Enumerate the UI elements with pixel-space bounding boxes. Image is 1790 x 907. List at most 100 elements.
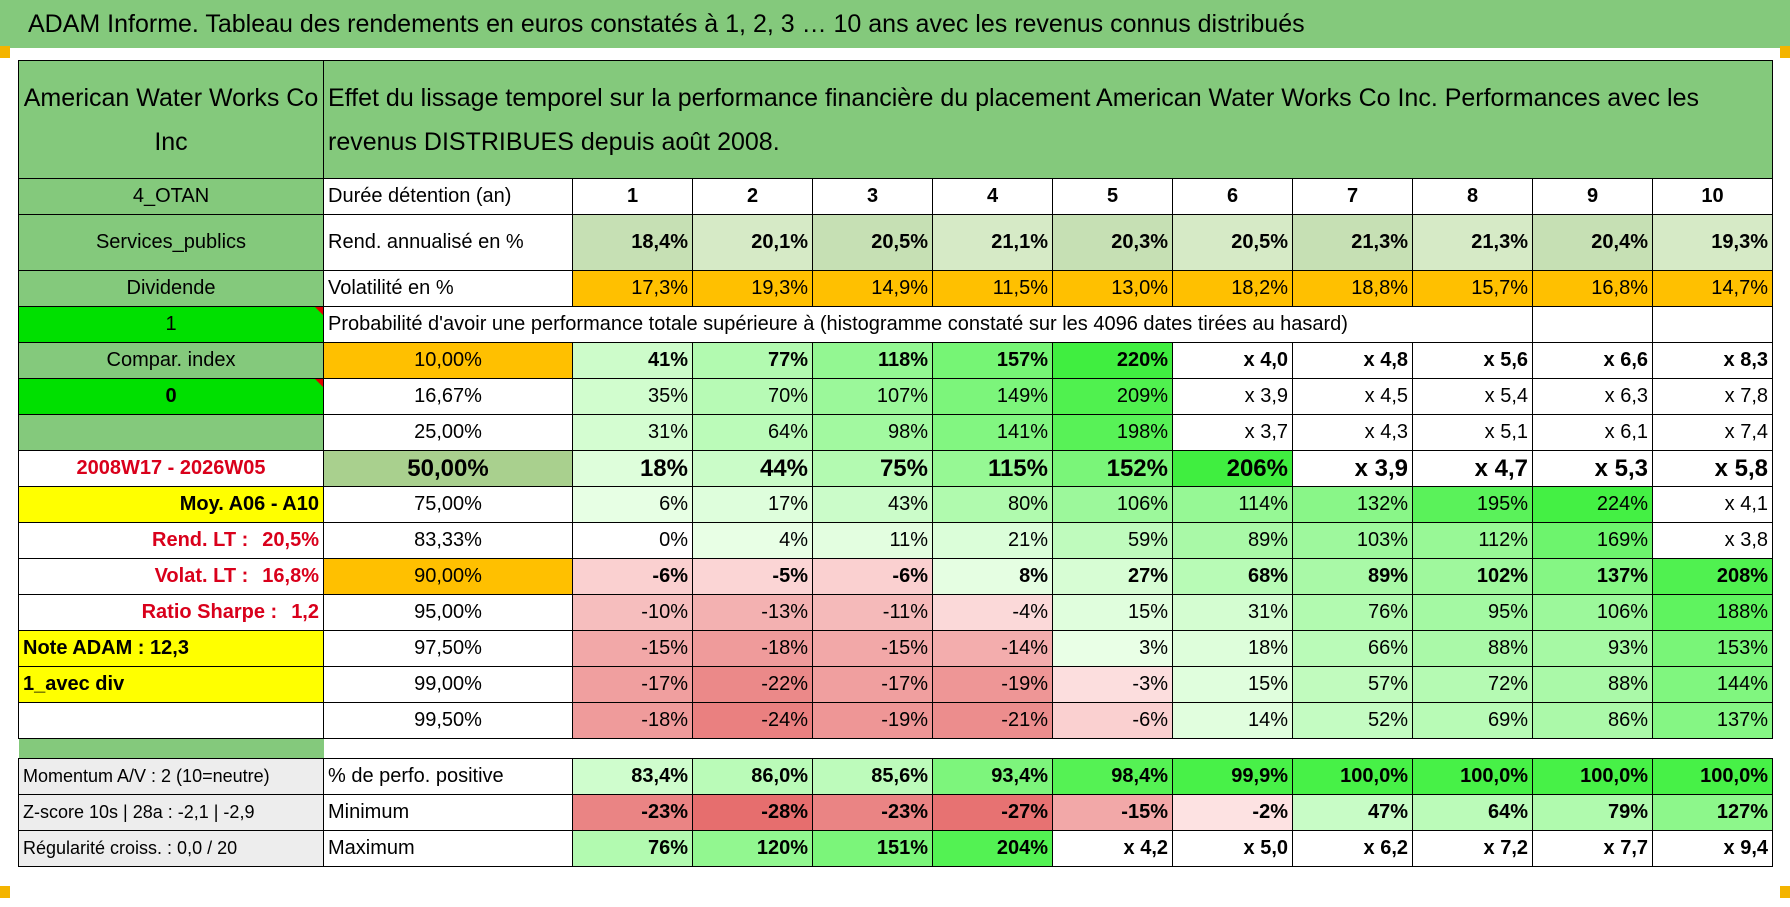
probability-cell: 72% [1412, 666, 1533, 703]
empty-cell [1652, 306, 1773, 343]
probability-cell: 75% [812, 450, 933, 487]
probability-threshold: 97,50% [323, 630, 573, 667]
returns-table: American Water Works Co Inc Effet du lis… [18, 60, 1773, 867]
separator-cell [323, 738, 1773, 759]
probability-cell: -15% [812, 630, 933, 667]
probability-cell: -11% [812, 594, 933, 631]
probability-cell: -18% [692, 630, 813, 667]
probability-cell: x 6,1 [1532, 414, 1653, 451]
year-header: 4 [932, 178, 1053, 215]
momentum-label: Momentum A/V : 2 (10=neutre) [18, 758, 324, 795]
probability-cell: 112% [1412, 522, 1533, 559]
probability-cell: 195% [1412, 486, 1533, 523]
probability-cell: -6% [1052, 702, 1173, 739]
rend-cell: 21,3% [1412, 214, 1533, 271]
probability-cell: 76% [1292, 594, 1413, 631]
probability-cell: 98% [812, 414, 933, 451]
probability-cell: 118% [812, 342, 933, 379]
probability-cell: -19% [932, 666, 1053, 703]
year-header: 7 [1292, 178, 1413, 215]
probability-cell: -13% [692, 594, 813, 631]
probability-cell: 137% [1652, 702, 1773, 739]
rend-cell: 20,3% [1052, 214, 1173, 271]
stat-label: % de perfo. positive [323, 758, 573, 795]
stat-cell: -27% [932, 794, 1053, 831]
selector-zero[interactable]: 0 [18, 378, 324, 415]
year-header: 3 [812, 178, 933, 215]
stat-label: Maximum [323, 830, 573, 867]
probability-cell: 132% [1292, 486, 1413, 523]
rend-cell: 20,4% [1532, 214, 1653, 271]
empty-label [18, 414, 324, 451]
probability-cell: 141% [932, 414, 1053, 451]
probability-cell: x 5,4 [1412, 378, 1533, 415]
vol-cell: 18,2% [1172, 270, 1293, 307]
probability-cell: 102% [1412, 558, 1533, 595]
stat-cell: 127% [1652, 794, 1773, 831]
probability-cell: x 7,4 [1652, 414, 1773, 451]
probability-cell: 77% [692, 342, 813, 379]
probability-cell: -6% [572, 558, 693, 595]
stat-cell: 100,0% [1292, 758, 1413, 795]
probability-cell: 35% [572, 378, 693, 415]
empty-cell [1532, 306, 1653, 343]
probability-cell: 224% [1532, 486, 1653, 523]
probability-cell: 6% [572, 486, 693, 523]
year-header: 6 [1172, 178, 1293, 215]
corner-marker [0, 46, 10, 58]
stat-cell: 120% [692, 830, 813, 867]
probability-cell: x 5,3 [1532, 450, 1653, 487]
probability-cell: 70% [692, 378, 813, 415]
probability-cell: 59% [1052, 522, 1173, 559]
probability-cell: 95% [1412, 594, 1533, 631]
volat-lt-value: 16,8% [262, 565, 319, 587]
probability-cell: -4% [932, 594, 1053, 631]
otan-label: 4_OTAN [18, 178, 324, 215]
vol-cell: 19,3% [692, 270, 813, 307]
probability-cell: 52% [1292, 702, 1413, 739]
probability-threshold: 50,00% [323, 450, 573, 487]
probability-cell: 144% [1652, 666, 1773, 703]
probability-cell: x 3,9 [1172, 378, 1293, 415]
rend-lt: Rend. LT : 20,5% [18, 522, 324, 559]
probability-cell: 198% [1052, 414, 1173, 451]
probability-threshold: 95,00% [323, 594, 573, 631]
probability-cell: x 4,3 [1292, 414, 1413, 451]
stat-cell: 204% [932, 830, 1053, 867]
vol-cell: 14,9% [812, 270, 933, 307]
probability-threshold: 25,00% [323, 414, 573, 451]
stat-cell: x 7,2 [1412, 830, 1533, 867]
probability-cell: x 3,8 [1652, 522, 1773, 559]
probability-cell: -15% [572, 630, 693, 667]
sharpe-ratio-label: Ratio Sharpe : [141, 601, 278, 623]
probability-threshold: 90,00% [323, 558, 573, 595]
probability-cell: 206% [1172, 450, 1293, 487]
vol-cell: 14,7% [1652, 270, 1773, 307]
rend-lt-value: 20,5% [262, 529, 319, 551]
stat-cell: 64% [1412, 794, 1533, 831]
year-header: 5 [1052, 178, 1173, 215]
rend-cell: 20,5% [812, 214, 933, 271]
vol-cell: 18,8% [1292, 270, 1413, 307]
rend-cell: 20,1% [692, 214, 813, 271]
probability-cell: 209% [1052, 378, 1173, 415]
probability-cell: x 7,8 [1652, 378, 1773, 415]
stat-cell: 99,9% [1172, 758, 1293, 795]
probability-cell: 57% [1292, 666, 1413, 703]
probability-cell: -22% [692, 666, 813, 703]
selector-one[interactable]: 1 [18, 306, 324, 343]
year-header: 10 [1652, 178, 1773, 215]
sharpe-ratio: Ratio Sharpe : 1,2 [18, 594, 324, 631]
probability-cell: 157% [932, 342, 1053, 379]
probability-cell: x 4,7 [1412, 450, 1533, 487]
probability-cell: -10% [572, 594, 693, 631]
rend-cell: 18,4% [572, 214, 693, 271]
volat-lt-label: Volat. LT : [154, 565, 249, 587]
stat-cell: 100,0% [1652, 758, 1773, 795]
vol-cell: 17,3% [572, 270, 693, 307]
probability-cell: x 4,5 [1292, 378, 1413, 415]
vol-label: Volatilité en % [323, 270, 573, 307]
probability-cell: 89% [1172, 522, 1293, 559]
probability-cell: 4% [692, 522, 813, 559]
vol-cell: 15,7% [1412, 270, 1533, 307]
